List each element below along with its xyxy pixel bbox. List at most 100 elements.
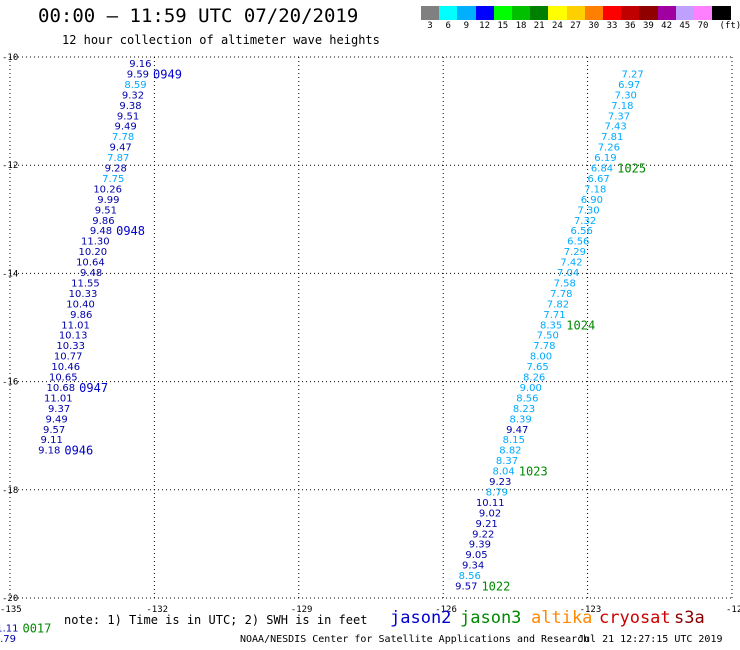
wave-height-value: 7.71 xyxy=(543,310,565,321)
page-title: 00:00 – 11:59 UTC 07/20/2019 xyxy=(38,5,359,27)
wave-height-value: 10.68 xyxy=(47,383,76,394)
wave-height-value: 11.30 xyxy=(81,237,110,248)
wave-height-value: 7.75 xyxy=(102,174,124,185)
scale-label: 70 xyxy=(697,21,709,31)
wave-height-value: 9.51 xyxy=(117,111,139,122)
wave-height-value: 9.16 xyxy=(129,59,151,70)
scale-swatch xyxy=(439,6,458,20)
footer-credit: NOAA/NESDIS Center for Satellite Applica… xyxy=(240,634,590,645)
wave-height-value: 10.33 xyxy=(56,341,85,352)
wave-height-value: 8.15 xyxy=(503,435,525,446)
wave-height-value: 9.48 xyxy=(80,268,102,279)
pass-time-label: 0948 xyxy=(116,224,145,238)
wave-height-value: 11.55 xyxy=(71,278,100,289)
scale-label: 30 xyxy=(588,21,600,31)
wave-height-value: 8.23 xyxy=(513,404,535,415)
wave-height-value: 9.18 xyxy=(38,446,60,457)
y-tick-label: -16 xyxy=(2,378,18,388)
wave-height-value: 9.37 xyxy=(48,404,70,415)
wave-height-value: 11.01 xyxy=(44,393,73,404)
wave-height-value: 9.00 xyxy=(520,383,542,394)
wave-height-value: 8.35 xyxy=(540,320,562,331)
scale-label: 15 xyxy=(497,21,509,31)
wave-height-value: 9.11 xyxy=(41,435,63,446)
wave-height-value: 9.28 xyxy=(105,164,127,175)
scale-swatch xyxy=(457,6,477,20)
wave-height-value: 6.56 xyxy=(567,237,589,248)
scale-unit: (ft) xyxy=(719,21,740,31)
wave-height-value: 9.48 xyxy=(90,226,112,237)
wave-height-value: 7.42 xyxy=(560,258,582,269)
scale-label: 9 xyxy=(463,21,470,31)
wave-height-value: 7.82 xyxy=(547,299,569,310)
x-tick-label: -126 xyxy=(435,605,457,615)
wave-height-value: 7.26 xyxy=(598,143,620,154)
scale-swatch xyxy=(530,6,549,20)
wave-height-value: 8.79 xyxy=(486,487,508,498)
wave-height-value: 8.37 xyxy=(496,456,518,467)
wave-height-value: 9.32 xyxy=(122,90,144,101)
legend-jason3: jason3 xyxy=(460,608,522,628)
pass-time-label: 0947 xyxy=(79,381,108,395)
y-tick-label: -20 xyxy=(2,594,18,604)
wave-height-value: 7.37 xyxy=(608,111,630,122)
wave-height-value: 9.21 xyxy=(476,519,498,530)
wave-height-value: 7.27 xyxy=(621,69,643,80)
wave-height-value: 9.47 xyxy=(506,425,528,436)
wave-height-value: 9.23 xyxy=(489,477,511,488)
wave-height-value: 8.04 xyxy=(493,467,515,478)
wave-height-value: 6.67 xyxy=(588,174,610,185)
legend-altika: altika xyxy=(531,608,593,628)
wave-height-value: 7.04 xyxy=(557,268,579,279)
wave-height-value: 7.58 xyxy=(554,278,576,289)
footer-timestamp: Jul 21 12:27:15 UTC 2019 xyxy=(578,634,723,645)
x-tick-label: -123 xyxy=(580,605,602,615)
wave-height-value: 9.47 xyxy=(110,143,132,154)
note-text: note: 1) Time is in UTC; 2) SWH is in fe… xyxy=(64,613,368,627)
wave-height-value: 7.78 xyxy=(550,289,572,300)
scale-label: 45 xyxy=(679,21,691,31)
y-tick-label: -14 xyxy=(2,269,18,279)
scale-swatch xyxy=(621,6,640,20)
scale-swatch xyxy=(548,6,568,20)
wave-height-value: 8.56 xyxy=(516,393,538,404)
scale-swatch xyxy=(639,6,659,20)
pass-time-label: 1025 xyxy=(617,162,646,176)
scale-swatch xyxy=(712,6,731,20)
wave-height-value: 6.90 xyxy=(581,195,603,206)
wave-height-value: 10.20 xyxy=(79,247,108,258)
pass-time-label: 1023 xyxy=(519,465,548,479)
x-tick-label: -135 xyxy=(0,605,22,615)
scale-label: 27 xyxy=(570,21,582,31)
scale-swatch xyxy=(421,6,440,20)
wave-height-value: 6.97 xyxy=(618,80,640,91)
wave-height-value: 10.46 xyxy=(51,362,80,373)
pass-time-label: 0017 xyxy=(22,621,51,635)
scale-label: 33 xyxy=(606,21,618,31)
wave-height-value: 9.86 xyxy=(70,310,92,321)
scale-swatch xyxy=(584,6,604,20)
wave-height-value: 9.22 xyxy=(472,529,494,540)
legend-s3a: s3a xyxy=(674,608,705,628)
wave-height-value: 10.77 xyxy=(54,352,83,363)
scale-swatch xyxy=(475,6,495,20)
pass-time-label: 0949 xyxy=(153,67,182,81)
wave-height-value: 8.26 xyxy=(523,373,545,384)
wave-height-value: 9.86 xyxy=(92,216,114,227)
wave-height-value: 9.38 xyxy=(119,101,141,112)
wave-height-value: 9.99 xyxy=(97,195,119,206)
y-tick-label: -12 xyxy=(2,161,18,171)
wave-height-value: 9.39 xyxy=(469,540,491,551)
wave-height-value: 7.32 xyxy=(574,216,596,227)
scale-label: 24 xyxy=(551,21,563,31)
wave-height-value: 8.59 xyxy=(124,80,146,91)
scale-label: 6 xyxy=(445,21,451,31)
legend-jason2: jason2 xyxy=(390,608,452,628)
wave-height-value: 8.39 xyxy=(509,414,531,425)
wave-height-value: 7.87 xyxy=(107,153,129,164)
wave-height-value: 10.26 xyxy=(93,184,122,195)
wave-height-value: 7.30 xyxy=(577,205,599,216)
wave-height-value: 9.02 xyxy=(479,508,501,519)
wave-height-value: 9.59 xyxy=(127,69,149,80)
